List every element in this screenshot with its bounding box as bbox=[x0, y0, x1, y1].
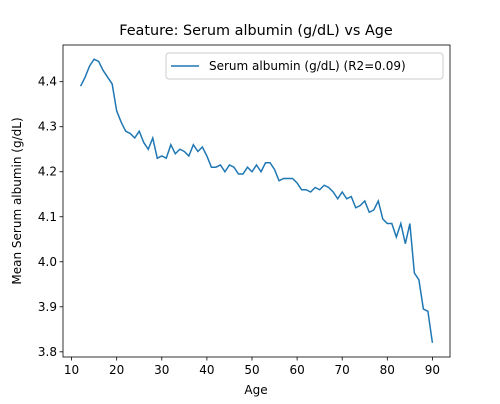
x-tick-label: 30 bbox=[154, 363, 169, 377]
y-axis-label: Mean Serum albumin (g/dL) bbox=[10, 117, 24, 284]
x-tick-label: 90 bbox=[425, 363, 440, 377]
data-line bbox=[79, 58, 434, 343]
y-tick-label: 3.9 bbox=[38, 300, 57, 314]
x-tick-label: 80 bbox=[380, 363, 395, 377]
x-axis-label: Age bbox=[244, 383, 267, 397]
x-tick-label: 50 bbox=[244, 363, 259, 377]
y-tick-label: 4.3 bbox=[38, 120, 57, 134]
x-tick-label: 70 bbox=[335, 363, 350, 377]
chart-title: Feature: Serum albumin (g/dL) vs Age bbox=[119, 23, 393, 39]
y-tick-label: 3.8 bbox=[38, 345, 57, 359]
x-tick-label: 40 bbox=[199, 363, 214, 377]
x-tick-label: 60 bbox=[289, 363, 304, 377]
x-tick-label: 20 bbox=[109, 363, 124, 377]
plot-frame bbox=[62, 44, 451, 358]
y-tick-label: 4.0 bbox=[38, 255, 57, 269]
x-tick-label: 10 bbox=[64, 363, 79, 377]
legend-label: Serum albumin (g/dL) (R2=0.09) bbox=[209, 59, 406, 73]
y-tick-label: 4.4 bbox=[38, 75, 57, 89]
y-tick-label: 4.1 bbox=[38, 210, 57, 224]
legend-box bbox=[165, 52, 444, 80]
y-tick-label: 4.2 bbox=[38, 165, 57, 179]
